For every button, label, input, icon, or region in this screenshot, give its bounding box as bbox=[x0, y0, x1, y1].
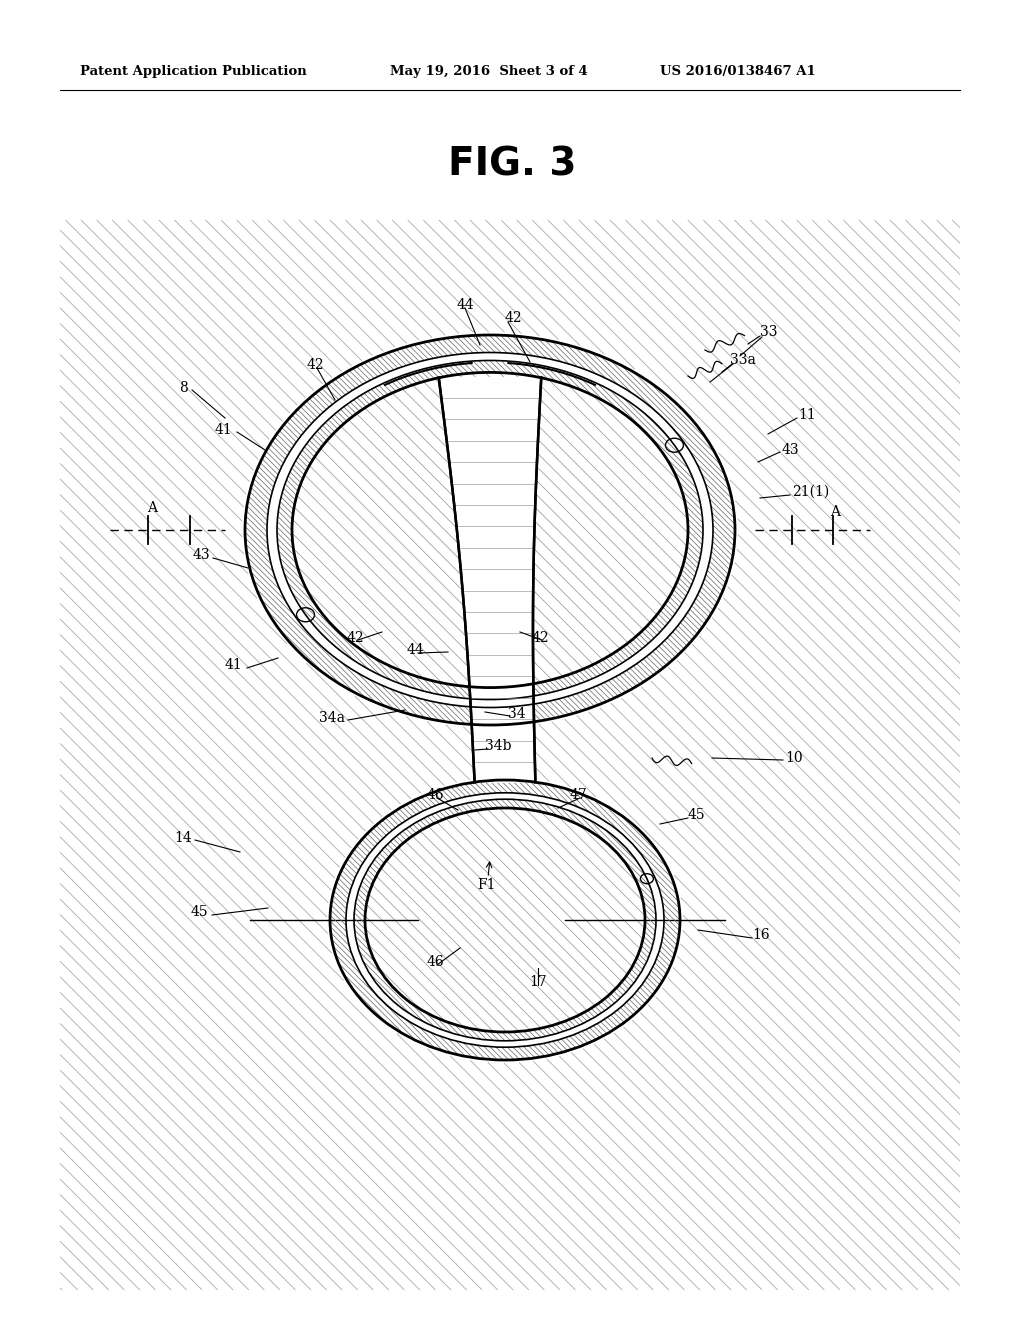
Text: 42: 42 bbox=[505, 312, 522, 325]
Text: 34: 34 bbox=[508, 708, 525, 721]
Text: 8: 8 bbox=[179, 381, 188, 395]
Text: 42: 42 bbox=[306, 358, 324, 372]
Text: May 19, 2016  Sheet 3 of 4: May 19, 2016 Sheet 3 of 4 bbox=[390, 66, 588, 78]
Text: US 2016/0138467 A1: US 2016/0138467 A1 bbox=[660, 66, 816, 78]
Text: 42: 42 bbox=[346, 631, 364, 645]
Text: F1: F1 bbox=[478, 878, 497, 892]
Text: 45: 45 bbox=[688, 808, 706, 822]
Text: 47: 47 bbox=[569, 788, 587, 803]
Text: 21(1): 21(1) bbox=[792, 484, 829, 499]
Polygon shape bbox=[438, 378, 542, 783]
Text: Patent Application Publication: Patent Application Publication bbox=[80, 66, 307, 78]
Text: 17: 17 bbox=[529, 975, 547, 989]
Text: FIG. 3: FIG. 3 bbox=[447, 147, 577, 183]
Text: 46: 46 bbox=[426, 788, 443, 803]
Text: 42: 42 bbox=[531, 631, 549, 645]
Text: 33a: 33a bbox=[730, 352, 756, 367]
Text: 43: 43 bbox=[193, 548, 210, 562]
Text: 41: 41 bbox=[214, 422, 232, 437]
Text: A: A bbox=[147, 502, 157, 515]
Text: 34b: 34b bbox=[485, 739, 512, 752]
Text: A: A bbox=[830, 506, 840, 519]
Text: 16: 16 bbox=[752, 928, 770, 942]
Text: 44: 44 bbox=[456, 298, 474, 312]
Text: 11: 11 bbox=[798, 408, 816, 422]
Text: 43: 43 bbox=[782, 444, 800, 457]
Text: 44: 44 bbox=[407, 643, 424, 657]
Text: 14: 14 bbox=[174, 832, 193, 845]
Text: 34a: 34a bbox=[319, 711, 345, 725]
Text: 45: 45 bbox=[190, 906, 208, 919]
Text: 10: 10 bbox=[785, 751, 803, 766]
Text: 46: 46 bbox=[426, 954, 443, 969]
Text: 41: 41 bbox=[224, 657, 242, 672]
Text: 33: 33 bbox=[760, 325, 777, 339]
